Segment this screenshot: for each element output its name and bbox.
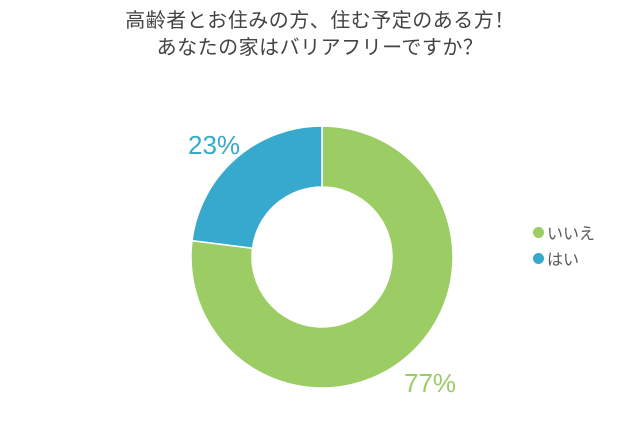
legend: いいえ はい (533, 219, 595, 271)
chart-title-line1: 高齢者とお住みの方、住む予定のある方！ (125, 10, 515, 32)
chart-title-line2: あなたの家はバリアフリーですか？ (156, 37, 484, 59)
percent-label-yes: 23% (188, 130, 241, 160)
donut-slice-no (190, 125, 454, 389)
donut-slice-yes (191, 125, 323, 249)
legend-label-yes: はい (547, 252, 580, 269)
donut-chart (190, 125, 454, 389)
legend-label-no: いいえ (547, 226, 596, 243)
legend-item-no: いいえ (533, 219, 595, 245)
legend-swatch-no-icon (533, 226, 544, 238)
legend-swatch-yes-icon (533, 252, 544, 264)
percent-label-no: 77% (404, 368, 457, 398)
chart-title: 高齢者とお住みの方、住む予定のある方！ あなたの家はバリアフリーですか？ (0, 8, 640, 62)
legend-item-yes: はい (533, 245, 595, 271)
